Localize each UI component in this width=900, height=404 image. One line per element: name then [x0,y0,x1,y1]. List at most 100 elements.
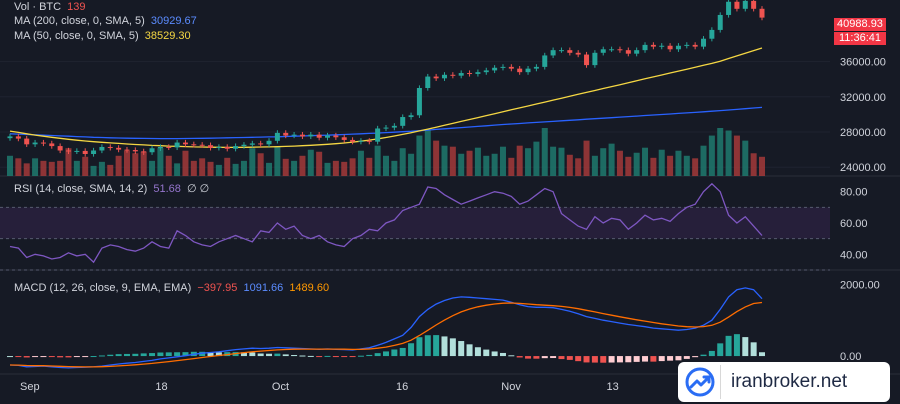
candle-body [508,66,514,69]
volume-bar [140,151,147,176]
countdown-tag: 11:36:41 [834,32,886,45]
macd-histogram-bar [566,356,573,360]
macd-tick-label: 2000.00 [840,279,880,291]
volume-bar [667,155,674,176]
macd-histogram-bar [282,354,289,357]
volume-bar [608,143,615,176]
macd-histogram-bar [583,356,590,363]
volume-bar [341,161,348,176]
candle-body [149,148,155,153]
volume-bar [98,161,105,176]
macd-histogram-bar [174,352,181,357]
macd-hist-value: −397.95 [197,282,238,294]
candle-body [375,128,381,142]
price-tick-label: 32000.00 [840,92,886,104]
volume-bar [383,155,389,176]
volume-bar [458,153,465,176]
volume-bar [282,158,289,176]
candle-body [174,142,180,148]
macd-histogram-bar [550,356,557,359]
volume-bar [449,146,456,176]
candle-body [99,146,105,151]
candle-body [441,74,447,79]
candle-body [116,147,122,150]
candle-body [233,146,239,149]
macd-histogram-bar [441,336,448,357]
macd-histogram-bar [700,354,707,357]
candle-body [308,134,314,137]
rsi-pane[interactable] [0,182,830,271]
macd-histogram-bar [575,356,582,362]
candle-body [667,45,673,50]
candle-body [600,49,606,53]
axes: 24000.00 28000.00 32000.00 36000.00 40.00 60.… [20,57,886,393]
volume-bar [733,135,740,176]
macd-histogram-bar [642,356,649,362]
macd-histogram-bar [650,356,657,362]
watermark-badge[interactable]: iranbroker.net [678,362,890,402]
candle-body [199,144,205,146]
volume-bar [525,148,532,176]
candle-body [550,50,556,56]
macd-histogram-bar [149,353,156,357]
price-tick-label: 36000.00 [840,57,886,69]
macd-line-value: 1091.66 [243,282,284,294]
candle-body [483,70,489,73]
macd-histogram-bar [541,356,548,359]
macd-histogram-bar [474,347,481,357]
rsi-line [9,182,763,264]
ma200-label: MA (200, close, 0, SMA, 5) [14,15,145,27]
candle-body [291,134,297,136]
candle-body [124,149,130,151]
macd-histogram-bar [132,353,139,357]
macd-histogram-bar [466,344,473,357]
candle-body [166,146,172,148]
candle-body [341,137,347,140]
volume-bar [416,135,423,176]
macd-pane[interactable] [7,287,765,369]
candle-body [249,143,255,145]
macd-histogram-bar [625,356,632,363]
volume-legend: Vol · BTC 139 [14,1,89,13]
candle-body [492,67,498,71]
last-price: 40988.93 [837,18,883,30]
macd-histogram-bar [383,351,389,357]
volume-bar [633,152,640,176]
macd-histogram-bar [717,343,724,357]
volume-bar [491,153,498,176]
candlesticks[interactable] [7,0,765,157]
volume-bar [249,148,256,176]
candle-body [701,38,707,47]
candle-body [208,145,214,148]
macd-histogram-bar [408,343,415,357]
macd-histogram-bar [199,351,206,357]
volume-bar [123,150,130,176]
macd-histogram-bar [7,356,13,358]
rsi-value: 51.68 [153,183,181,195]
volume-bar [40,160,47,176]
macd-histogram-bar [207,352,214,357]
macd-histogram-bar [708,350,715,357]
candle-body [366,140,372,142]
volume-bar [692,158,699,176]
candle-body [7,136,13,139]
volume-bar [307,149,314,176]
candle-body [659,45,665,47]
volume-bar [82,156,89,176]
macd-histogram-bar [633,356,640,362]
macd-histogram-bar [274,353,281,357]
candle-body [350,139,356,142]
macd-histogram-bar [107,354,114,357]
ma200-legend: MA (200, close, 0, SMA, 5) 30929.67 [14,15,200,27]
macd-histogram-bar [449,338,456,357]
volume-bars [7,128,765,176]
macd-histogram-bar [249,352,256,357]
macd-histogram-bar [266,353,273,357]
candle-body [400,117,406,126]
macd-histogram-bar [73,356,80,358]
macd-histogram-bar [759,352,765,357]
candle-body [266,140,272,145]
candle-body [283,132,289,136]
candle-body [642,44,648,51]
